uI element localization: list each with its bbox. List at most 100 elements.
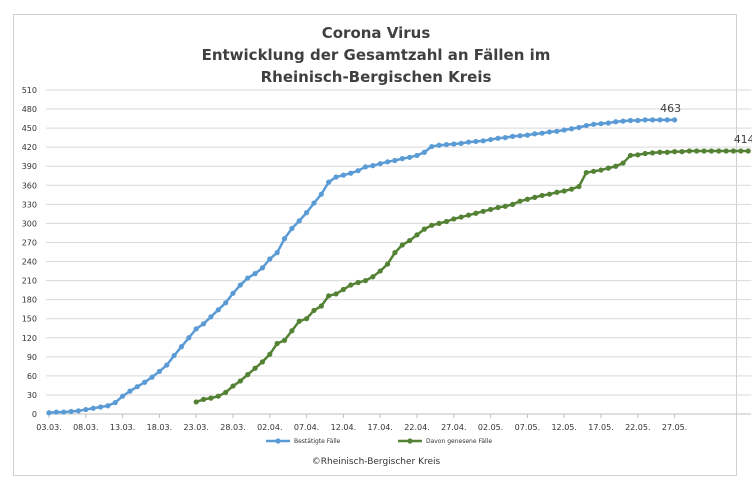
x-tick-label: 03.03. bbox=[36, 423, 61, 432]
data-point bbox=[686, 148, 692, 154]
data-point bbox=[333, 174, 339, 180]
chart-frame bbox=[13, 14, 737, 476]
data-point bbox=[605, 120, 611, 126]
data-point bbox=[546, 129, 553, 135]
data-point bbox=[274, 250, 280, 256]
data-point bbox=[576, 124, 582, 131]
data-point bbox=[245, 372, 251, 378]
data-point bbox=[333, 291, 339, 297]
data-point bbox=[480, 138, 486, 144]
data-point bbox=[517, 133, 523, 139]
data-point bbox=[598, 167, 604, 173]
data-point bbox=[546, 191, 553, 197]
data-point bbox=[649, 150, 656, 156]
data-point bbox=[421, 226, 427, 232]
x-tick-label: 12.05. bbox=[551, 423, 576, 432]
data-point bbox=[156, 368, 162, 375]
data-point bbox=[259, 265, 266, 271]
data-point bbox=[311, 307, 317, 314]
data-point bbox=[436, 220, 442, 227]
chart-title-line-2: Entwicklung der Gesamtzahl an Fällen im bbox=[201, 46, 551, 64]
data-point bbox=[392, 250, 398, 256]
legend-entry-label: Bestätigte Fälle bbox=[294, 438, 341, 445]
x-tick-label: 17.05. bbox=[588, 423, 613, 432]
data-point bbox=[414, 232, 420, 238]
data-point bbox=[627, 152, 634, 159]
data-point bbox=[642, 117, 648, 123]
data-point bbox=[664, 117, 670, 123]
data-point bbox=[664, 149, 670, 155]
data-point bbox=[554, 189, 560, 195]
data-point bbox=[230, 290, 236, 296]
data-point bbox=[591, 168, 597, 174]
data-point bbox=[171, 352, 177, 359]
y-tick-label: 60 bbox=[27, 372, 37, 381]
y-tick-label: 330 bbox=[22, 200, 37, 209]
data-point bbox=[370, 163, 376, 169]
data-point bbox=[348, 170, 354, 176]
x-tick-label: 08.03. bbox=[73, 423, 98, 432]
data-point bbox=[532, 194, 538, 200]
data-point bbox=[178, 344, 185, 350]
data-point bbox=[318, 191, 324, 197]
data-point bbox=[488, 206, 494, 213]
x-axis-tick-labels: 03.03. 08.03. 13.03. 18.03. 23.03. 28.03. 02.0… bbox=[36, 414, 687, 432]
series-lines: 463 414 bbox=[46, 102, 752, 416]
y-tick-label: 420 bbox=[22, 143, 37, 152]
data-point bbox=[672, 117, 678, 123]
data-point bbox=[97, 404, 104, 410]
data-point bbox=[620, 160, 626, 166]
data-point bbox=[473, 210, 479, 216]
data-point bbox=[245, 275, 251, 281]
gridlines bbox=[46, 89, 752, 415]
y-tick-label: 360 bbox=[22, 181, 37, 190]
data-point bbox=[443, 218, 450, 225]
data-point bbox=[237, 282, 243, 288]
data-point bbox=[591, 121, 597, 127]
data-point bbox=[252, 365, 258, 371]
data-point bbox=[414, 152, 420, 159]
data-point bbox=[355, 279, 361, 286]
chart-title-line-3: Rheinisch-Bergischen Kreis bbox=[260, 68, 492, 86]
data-point bbox=[355, 168, 361, 174]
data-point bbox=[502, 203, 508, 209]
data-point bbox=[649, 117, 656, 123]
y-tick-label: 210 bbox=[22, 277, 37, 286]
data-point bbox=[495, 204, 501, 211]
data-point bbox=[510, 201, 516, 207]
data-point bbox=[627, 117, 634, 124]
data-point bbox=[318, 303, 324, 309]
data-point bbox=[451, 141, 457, 147]
data-point bbox=[230, 383, 236, 389]
data-point bbox=[561, 188, 567, 194]
data-point bbox=[259, 359, 266, 365]
data-point bbox=[465, 212, 472, 218]
data-point bbox=[348, 282, 354, 288]
data-point bbox=[289, 225, 295, 232]
data-point bbox=[134, 384, 140, 390]
data-point bbox=[392, 157, 398, 164]
data-point bbox=[539, 192, 545, 199]
y-tick-label: 90 bbox=[27, 353, 37, 362]
data-point bbox=[75, 408, 82, 414]
data-point bbox=[200, 396, 207, 402]
data-point bbox=[620, 118, 626, 124]
x-tick-label: 23.03. bbox=[183, 423, 208, 432]
data-point bbox=[362, 164, 369, 170]
x-tick-label: 02.04. bbox=[257, 423, 282, 432]
data-point bbox=[281, 337, 288, 343]
data-point bbox=[613, 119, 619, 125]
data-point bbox=[384, 261, 391, 267]
data-point bbox=[289, 328, 295, 334]
data-point bbox=[340, 286, 346, 293]
data-point bbox=[127, 388, 133, 394]
data-point bbox=[635, 152, 641, 158]
data-point bbox=[90, 405, 96, 411]
data-point bbox=[495, 135, 501, 141]
data-point bbox=[304, 210, 310, 216]
x-tick-label: 27.04. bbox=[441, 423, 466, 432]
data-point bbox=[568, 186, 575, 192]
data-point bbox=[193, 399, 199, 405]
data-point bbox=[267, 351, 273, 357]
